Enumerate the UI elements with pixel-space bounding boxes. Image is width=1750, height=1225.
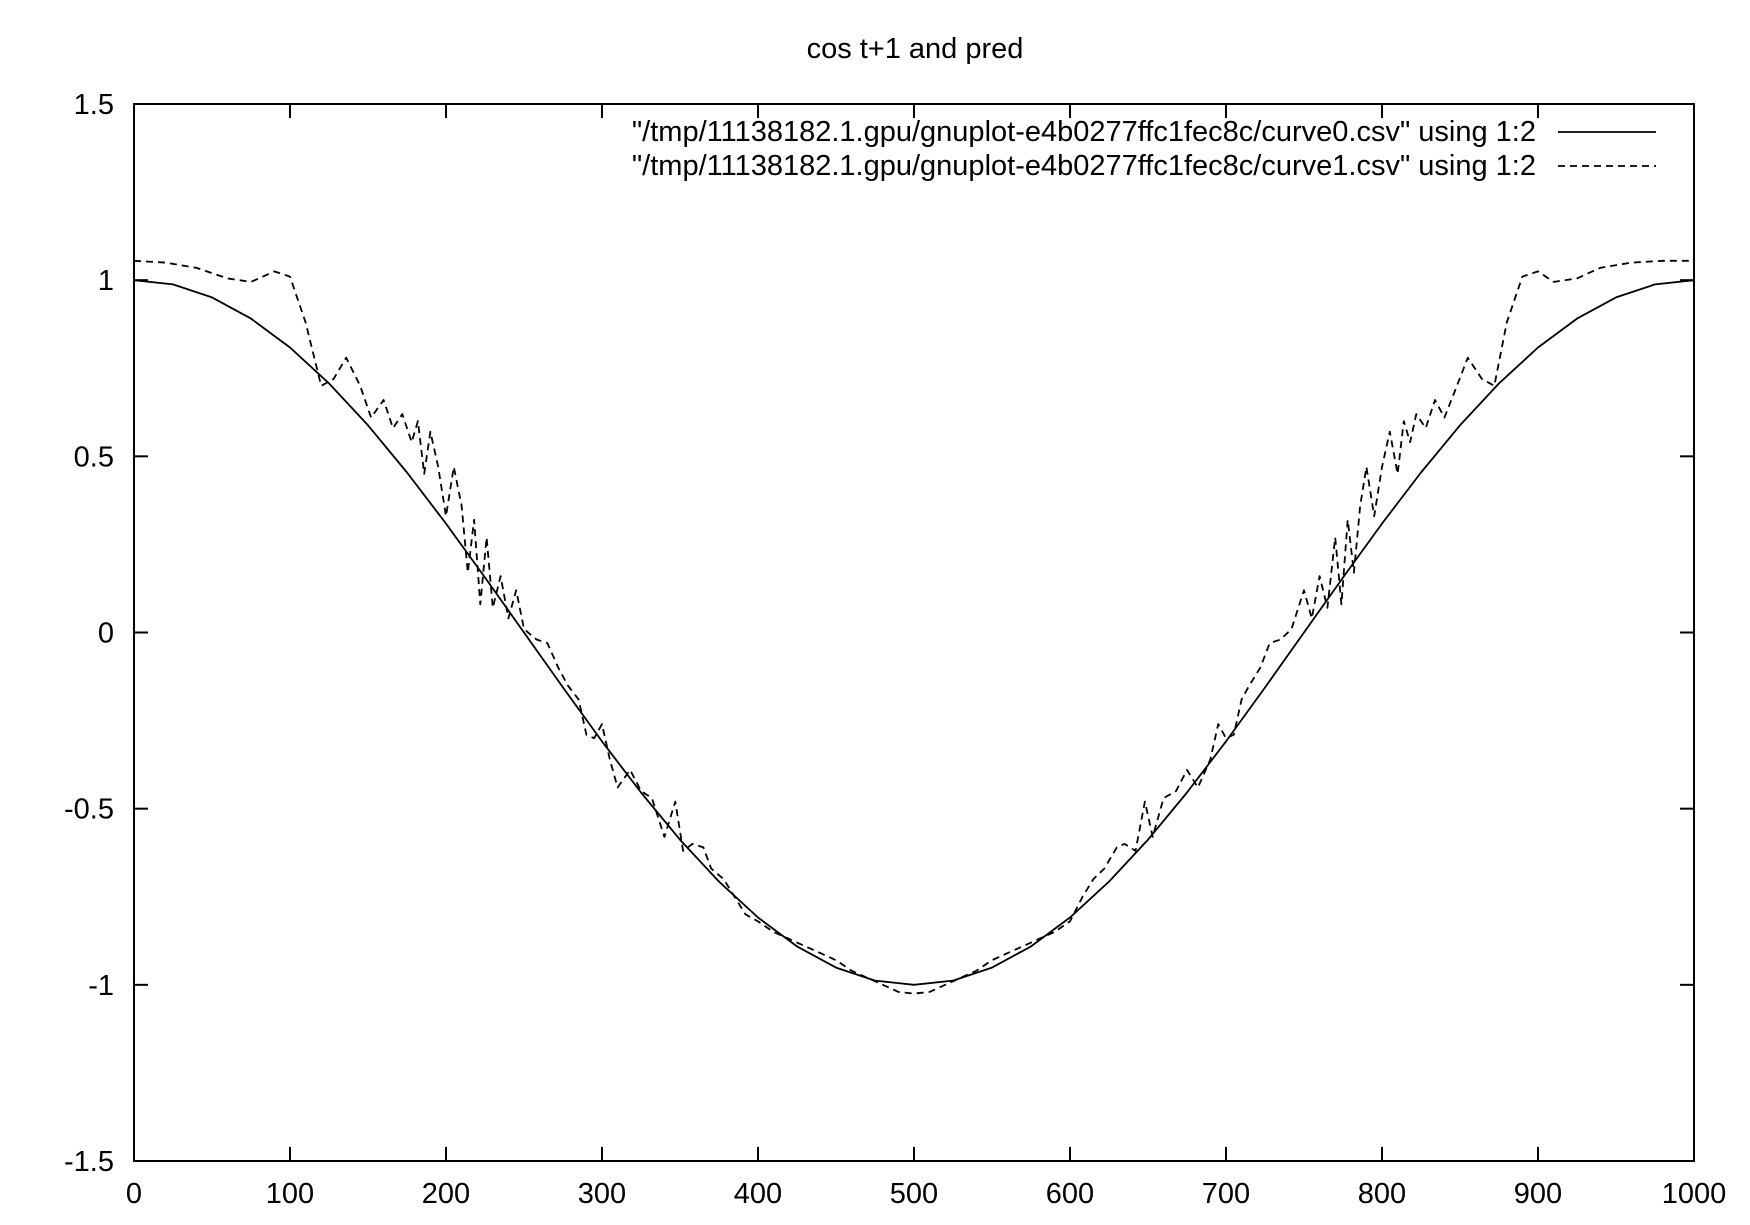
x-tick-label: 500 bbox=[890, 1178, 938, 1210]
x-tick-label: 300 bbox=[578, 1178, 626, 1210]
legend-label-0: "/tmp/11138182.1.gpu/gnuplot-e4b0277ffc1… bbox=[632, 116, 1536, 148]
x-tick-label: 700 bbox=[1202, 1178, 1250, 1210]
x-tick-label: 1000 bbox=[1662, 1178, 1727, 1210]
x-tick-label: 100 bbox=[266, 1178, 314, 1210]
legend-label-1: "/tmp/11138182.1.gpu/gnuplot-e4b0277ffc1… bbox=[632, 150, 1536, 182]
axis-ticks: 0 100 200 300 400 500 600 700 800 900 1000 -1.5 -1 -0… bbox=[64, 89, 1726, 1210]
x-tick-label: 800 bbox=[1358, 1178, 1406, 1210]
x-tick-label: 200 bbox=[422, 1178, 470, 1210]
plot-series bbox=[133, 259, 1695, 995]
y-tick-label: -1 bbox=[88, 970, 114, 1002]
x-tick-label: 400 bbox=[734, 1178, 782, 1210]
y-tick-label: 0 bbox=[98, 618, 114, 650]
y-tick-label: 0.5 bbox=[74, 441, 114, 473]
y-tick-label: 1.5 bbox=[74, 89, 114, 121]
legend: "/tmp/11138182.1.gpu/gnuplot-e4b0277ffc1… bbox=[632, 116, 1656, 182]
y-tick-label: 1 bbox=[98, 265, 114, 297]
chart-title: cos t+1 and pred bbox=[807, 33, 1024, 65]
x-tick-label: 0 bbox=[126, 1178, 142, 1210]
series-line-0 bbox=[133, 279, 1695, 986]
y-tick-label: -0.5 bbox=[64, 794, 114, 826]
x-tick-label: 900 bbox=[1514, 1178, 1562, 1210]
plot-frame bbox=[133, 103, 1695, 1162]
y-tick-label: -1.5 bbox=[64, 1146, 114, 1178]
x-tick-label: 600 bbox=[1046, 1178, 1094, 1210]
series-line-1 bbox=[133, 259, 1694, 995]
